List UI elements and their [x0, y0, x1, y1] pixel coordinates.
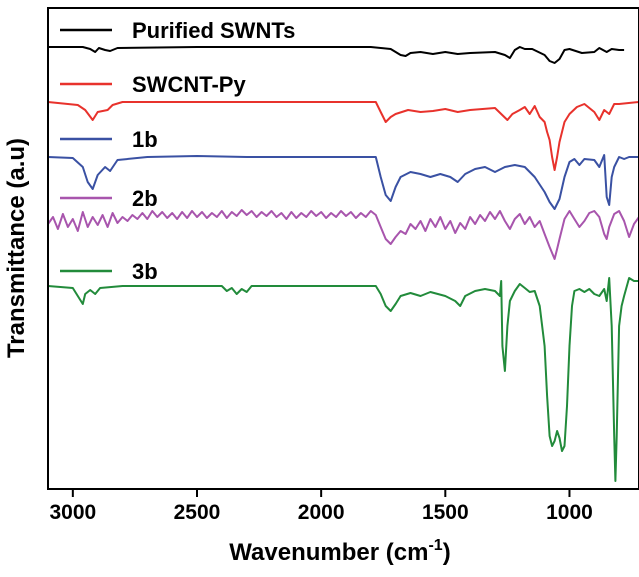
series-line-3b: [47, 277, 639, 482]
legend: Purified SWNTs SWCNT-Py 1b 2b 3b: [60, 18, 295, 284]
x-axis-title-superscript: -1: [428, 537, 442, 554]
legend-label: 3b: [132, 259, 158, 284]
x-tick-label: 1500: [422, 501, 469, 524]
legend-label: SWCNT-Py: [132, 72, 246, 97]
series-line-swcnt-py: [47, 101, 639, 171]
series-line-purified-swnts: [48, 46, 625, 64]
x-axis-ticks: 3000 2500 2000 1500 1000: [49, 489, 593, 524]
x-tick-label: 2000: [298, 501, 345, 524]
x-axis-title-main: Wavenumber (cm: [229, 539, 428, 566]
x-tick-label: 2500: [174, 501, 221, 524]
legend-label: 2b: [132, 186, 158, 211]
plot-frame: [47, 7, 639, 490]
legend-label: Purified SWNTs: [132, 18, 295, 43]
x-tick-label: 3000: [49, 501, 96, 524]
axes: 3000 2500 2000 1500 1000 Wavenumber (cm-1) T…: [3, 7, 639, 566]
legend-label: 1b: [132, 127, 158, 152]
y-axis-title: Transmittance (a.u): [3, 138, 30, 358]
series-line-2b: [47, 209, 639, 260]
series-line-1b: [47, 154, 639, 210]
x-axis-title: Wavenumber (cm-1): [229, 537, 450, 566]
series-layer: [47, 46, 639, 482]
x-tick-label: 1000: [546, 501, 593, 524]
x-axis-title-tail: ): [443, 539, 451, 566]
